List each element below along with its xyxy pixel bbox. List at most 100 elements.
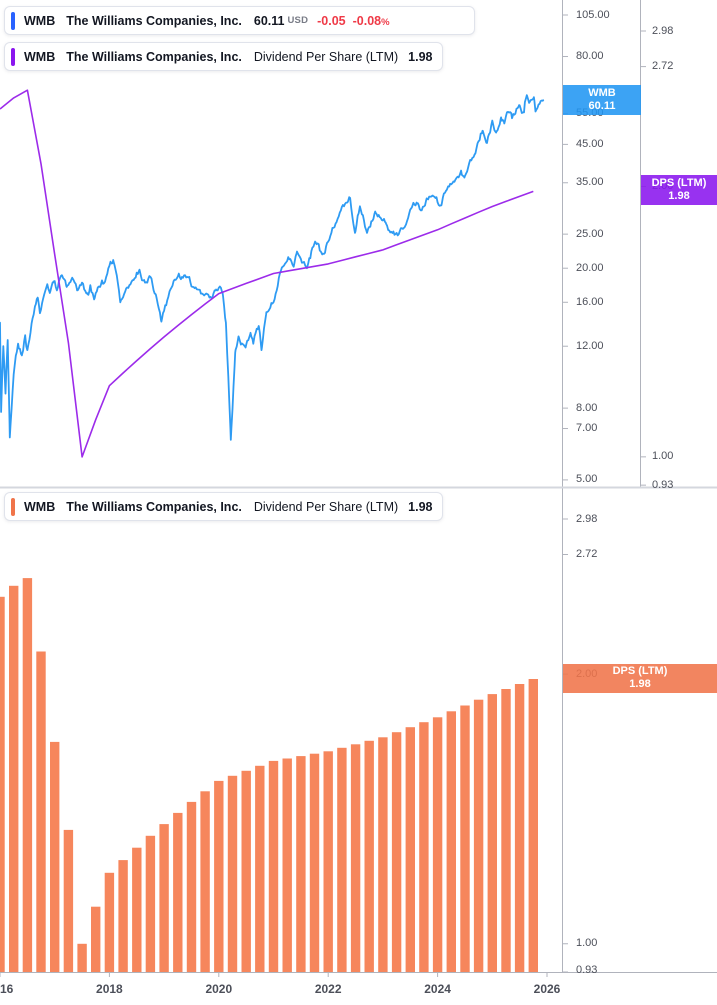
dps-bar — [364, 740, 374, 972]
indicator-value: 1.98 — [408, 499, 433, 514]
price-badge-value: 60.11 — [588, 100, 616, 113]
last-price: 60.11 — [253, 13, 285, 28]
price-series-marker — [11, 11, 15, 30]
dps-bar — [323, 751, 333, 972]
price-axis-label: 5.00 — [576, 473, 598, 486]
price-change: -0.05 — [317, 13, 346, 28]
dps-series-marker — [11, 47, 15, 66]
dps-bar — [268, 760, 279, 972]
price-line — [0, 94, 545, 441]
dps-bar — [200, 791, 210, 972]
currency-label: USD — [287, 15, 309, 26]
indicator-name: Dividend Per Share (LTM) — [253, 49, 399, 64]
ticker-symbol: WMB — [24, 49, 56, 64]
price-axis-label: 8.00 — [576, 401, 598, 414]
year-label: 2020 — [205, 982, 233, 996]
dps-top-badge-label: DPS (LTM) — [651, 177, 707, 190]
dps-bar — [350, 744, 361, 972]
price-axis-label: 20.00 — [576, 261, 604, 274]
price-axis-label: 35.00 — [576, 176, 604, 189]
company-name: The Williams Companies, Inc. — [66, 49, 242, 64]
dps-bar — [446, 711, 456, 972]
dps-bar — [460, 705, 470, 972]
company-name: The Williams Companies, Inc. — [66, 13, 242, 28]
price-badge-ticker: WMB — [588, 87, 616, 100]
legend-row-dps-pane[interactable]: WMB The Williams Companies, Inc. Dividen… — [4, 492, 444, 521]
dps-bar — [405, 727, 415, 972]
price-axis-label: 80.00 — [576, 50, 604, 63]
dps-bottom-badge-value: 1.98 — [629, 678, 651, 691]
dps-axis-label: 0.93 — [652, 478, 674, 491]
dps-bar — [432, 717, 443, 972]
dps-bar — [159, 824, 169, 972]
year-label: 2026 — [533, 982, 561, 996]
dps-axis-label: 1.00 — [652, 450, 674, 463]
price-axis-label: 105.00 — [576, 8, 610, 21]
dps-last-value-badge-top: DPS (LTM) 1.98 — [641, 175, 717, 206]
legend-row-price[interactable]: WMB The Williams Companies, Inc. 60.11 U… — [4, 6, 475, 35]
dps-axis-label: 2.98 — [576, 512, 598, 525]
dps-bar — [104, 872, 115, 972]
price-last-value-badge: WMB 60.11 — [563, 85, 641, 116]
dps-bar — [186, 801, 197, 972]
price-axis-label: 45.00 — [576, 137, 604, 150]
dps-bar — [378, 737, 388, 972]
dps-axis-label: 2.98 — [652, 24, 674, 37]
price-axis-label: 7.00 — [576, 422, 598, 435]
ticker-symbol: WMB — [24, 13, 56, 28]
price-axis-label: 12.00 — [576, 339, 604, 352]
dps-bar — [77, 943, 87, 972]
dps-bar — [0, 596, 5, 972]
dps-bar — [132, 847, 142, 972]
dps-bar — [36, 651, 46, 972]
dps-bars-series-marker — [11, 497, 15, 516]
year-label: 2016 — [0, 982, 14, 996]
top-pane-legend: WMB The Williams Companies, Inc. 60.11 U… — [4, 6, 475, 71]
dps-last-value-badge-bottom: DPS (LTM) 1.98 — [563, 663, 717, 693]
dps-bar — [50, 741, 60, 972]
dps-axis-label: 2.72 — [576, 548, 598, 560]
bottom-pane-legend: WMB The Williams Companies, Inc. Dividen… — [4, 492, 444, 521]
dps-bar — [63, 829, 74, 972]
year-label: 2024 — [424, 982, 451, 996]
dps-bar — [419, 722, 429, 972]
dps-bar — [282, 758, 292, 972]
dps-bar — [514, 684, 525, 972]
dps-axis-label: 2.72 — [652, 60, 674, 73]
dps-bottom-badge-label: DPS (LTM) — [612, 665, 668, 678]
indicator-name: Dividend Per Share (LTM) — [253, 499, 399, 514]
dps-bar — [501, 689, 511, 972]
year-label: 2018 — [96, 982, 123, 996]
dps-axis-label: 0.93 — [576, 963, 598, 976]
dps-bar — [214, 780, 224, 972]
price-change-percent: -0.08% — [352, 13, 390, 28]
dps-bar — [227, 775, 238, 972]
dps-top-badge-value: 1.98 — [668, 190, 690, 203]
dps-bar — [255, 765, 265, 972]
dps-bar — [241, 770, 251, 972]
dps-bar — [528, 679, 538, 972]
dps-axis-label: 1.00 — [576, 937, 598, 950]
price-axis-label: 16.00 — [576, 295, 604, 308]
dps-bar — [309, 753, 320, 972]
price-axis-label: 25.00 — [576, 227, 604, 240]
dps-line — [0, 89, 534, 458]
year-label: 2022 — [314, 982, 342, 996]
dps-bar — [118, 860, 128, 972]
dps-bar — [145, 835, 156, 972]
dps-bar — [473, 699, 484, 972]
dps-bar — [22, 578, 33, 972]
dps-bars-series — [0, 578, 538, 972]
dps-bar — [296, 756, 306, 972]
dps-bar — [173, 812, 183, 972]
dps-bar — [91, 906, 101, 972]
legend-row-dps-overlay[interactable]: WMB The Williams Companies, Inc. Dividen… — [4, 42, 444, 71]
dps-bar — [9, 585, 19, 972]
dps-bar — [391, 732, 402, 972]
ticker-symbol: WMB — [24, 499, 56, 514]
dps-bar — [337, 747, 347, 972]
dps-bar — [487, 694, 497, 972]
company-name: The Williams Companies, Inc. — [66, 499, 242, 514]
